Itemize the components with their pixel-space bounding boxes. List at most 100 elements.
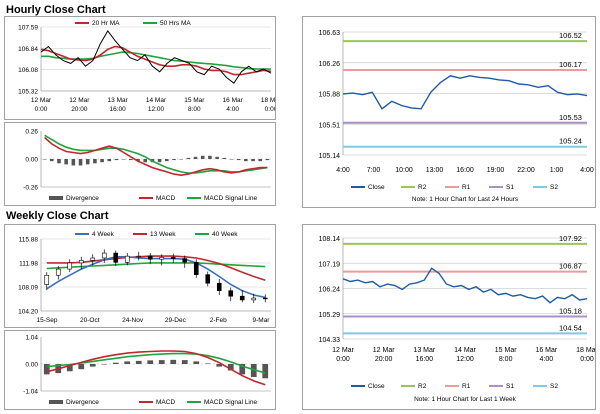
divergence-bar <box>43 364 50 375</box>
divergence-bar <box>157 159 162 163</box>
divergence-bar <box>78 364 85 370</box>
x-tick-label: 15-Sep <box>37 317 58 324</box>
legend-label-4-week: 4 Week <box>92 231 115 238</box>
x-tick-label: 4:00 <box>540 356 554 363</box>
hourly-section-title: Hourly Close Chart <box>6 4 106 16</box>
x-tick-label: 13 Mar <box>413 347 435 354</box>
x-tick-label: 12:00 <box>148 106 165 113</box>
x-tick-label: 12:00 <box>456 356 474 363</box>
series-line-50-hrs-ma <box>41 51 271 70</box>
x-tick-label: 24-Nov <box>122 317 144 324</box>
hourly-24h-chart: 106.63 106.26 105.88 105.51 105.14 106.52 106.… <box>319 30 594 203</box>
x-tick-label: 19:00 <box>487 167 505 174</box>
divergence-bar <box>89 364 96 367</box>
x-tick-label: 12 Mar <box>332 347 354 354</box>
legend-label-close: Close <box>368 184 385 191</box>
x-tick-label: 13:00 <box>426 167 444 174</box>
x-tick-label: 16:00 <box>416 356 434 363</box>
divergence-bar <box>204 363 211 364</box>
x-tick-label: 2-Feb <box>210 317 227 324</box>
y-tick-label: 106.63 <box>319 30 341 37</box>
y-tick-label: 106.24 <box>319 287 341 294</box>
legend-label-13-week: 13 Week <box>150 231 176 238</box>
divergence-bar <box>244 159 248 162</box>
weekly-1w-chart: 108.14 107.19 106.24 105.29 104.33 107.92 106.… <box>319 234 599 403</box>
level-label-s2: 104.54 <box>559 323 582 332</box>
series-line-40-week <box>46 262 266 270</box>
divergence-bar <box>170 359 177 364</box>
divergence-bar <box>114 159 119 161</box>
divergence-bar <box>236 159 241 161</box>
x-tick-label: 8:00 <box>188 106 201 113</box>
legend-label-divergence: Divergence <box>66 399 99 406</box>
hourly-macd-chart: 0.26 0.00 -0.26 Divergence MACD MACD Signal L… <box>23 129 271 202</box>
divergence-bar <box>136 159 140 162</box>
candle-body <box>182 258 188 263</box>
divergence-bar <box>158 360 165 364</box>
divergence-bar <box>112 362 119 364</box>
candle-body <box>67 262 73 270</box>
x-tick-label: 9-Mar <box>253 317 271 324</box>
x-tick-label: 15 Mar <box>184 97 205 104</box>
x-tick-label: 22:00 <box>517 167 535 174</box>
divergence-bar <box>181 360 188 364</box>
divergence-bar <box>100 159 104 163</box>
level-label-r1: 106.17 <box>559 60 582 69</box>
y-tick-label: 106.08 <box>18 67 38 74</box>
divergence-bar <box>216 364 223 367</box>
candle-body <box>90 257 96 261</box>
legend-label-s2: S2 <box>550 184 558 191</box>
divergence-bar <box>193 156 198 159</box>
divergence-bar <box>78 159 83 166</box>
divergence-bar <box>49 159 54 162</box>
weekly-macd-panel: 1.04 0.00 -1.04 Divergence MACD MACD Signal L… <box>4 330 276 410</box>
chart-note: Note: 1 Hour Chart for Last 24 Hours <box>412 196 519 203</box>
series-line-macd-signal-line <box>44 134 268 174</box>
divergence-bar <box>124 361 131 364</box>
weekly-1w-panel: 108.14 107.19 106.24 105.29 104.33 107.92 106.… <box>302 224 599 410</box>
candle-body <box>205 274 211 284</box>
series-line-macd <box>46 350 266 386</box>
divergence-bar <box>179 159 183 160</box>
divergence-bar <box>93 159 97 164</box>
hourly-macd-panel: 0.26 0.00 -0.26 Divergence MACD MACD Signal L… <box>4 122 276 206</box>
series-line-close <box>342 75 588 110</box>
x-tick-label: 16:00 <box>456 167 474 174</box>
x-tick-label: 1:00 <box>550 167 564 174</box>
y-tick-label: 108.09 <box>18 285 38 292</box>
divergence-bar <box>200 155 205 159</box>
chart-note: Note: 1 Hour Chart for Last 1 Week <box>414 396 517 403</box>
legend-label-s1: S1 <box>506 383 514 390</box>
level-label-s1: 105.53 <box>559 113 582 122</box>
legend-swatch-divergence <box>49 400 63 404</box>
divergence-bar <box>229 159 234 160</box>
series-line-macd <box>44 136 268 177</box>
x-tick-label: 0:00 <box>265 106 275 113</box>
x-tick-label: 20-Oct <box>80 317 100 324</box>
divergence-bar <box>251 159 255 162</box>
x-tick-label: 4:00 <box>226 106 239 113</box>
divergence-bar <box>186 157 191 159</box>
divergence-bar <box>135 360 142 364</box>
x-tick-label: 10:00 <box>395 167 413 174</box>
y-tick-label: 108.14 <box>319 236 341 243</box>
candle-body <box>262 297 268 300</box>
x-tick-label: 20:00 <box>71 106 88 113</box>
series-line-4-week <box>46 256 266 299</box>
level-label-s1: 105.18 <box>559 306 582 315</box>
candle-body <box>124 255 130 263</box>
series-line-13-week <box>46 255 266 281</box>
y-tick-label: 105.51 <box>319 122 341 129</box>
y-tick-label: 104.33 <box>319 337 341 344</box>
divergence-bar <box>193 361 200 364</box>
divergence-bar <box>129 159 133 161</box>
candle-body <box>216 282 222 291</box>
legend-label-macd-signal-line: MACD Signal Line <box>204 195 257 202</box>
weekly-section-title: Weekly Close Chart <box>6 210 109 222</box>
divergence-bar <box>101 364 108 365</box>
y-tick-label: 0.26 <box>25 129 38 136</box>
y-tick-label: 0.00 <box>25 362 38 369</box>
y-tick-label: 107.19 <box>319 261 341 268</box>
x-tick-label: 14 Mar <box>454 347 476 354</box>
